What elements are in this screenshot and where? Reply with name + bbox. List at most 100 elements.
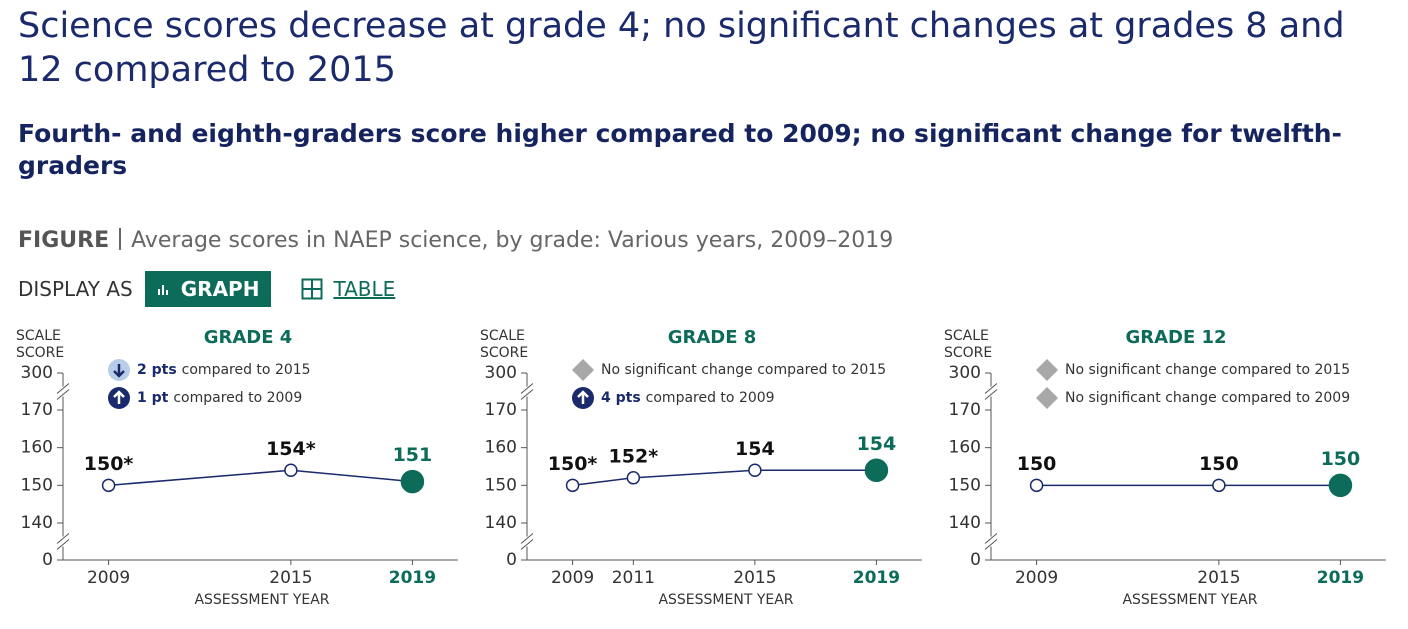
data-label: 150	[1017, 453, 1057, 475]
table-icon	[301, 278, 323, 300]
y-tick-label: 150	[949, 475, 981, 495]
data-label: 151	[393, 444, 433, 466]
display-label: DISPLAY AS	[18, 277, 133, 301]
point	[565, 478, 580, 493]
point	[626, 471, 641, 485]
score-line	[108, 469, 413, 487]
page-title: Science scores decrease at grade 4; no s…	[18, 6, 1345, 90]
y-tick-label: 160	[21, 438, 53, 458]
y-tick-label: 0	[506, 550, 517, 570]
axis-break	[984, 533, 998, 550]
note-text: No significant change compared to 2009	[1065, 390, 1350, 406]
note-emphasis: 4 pts	[601, 390, 641, 406]
arrow	[113, 364, 125, 378]
axis-break	[520, 533, 534, 550]
data-label: 150*	[84, 453, 134, 475]
chart-title: GRADE 4	[204, 327, 293, 348]
x-axis-label: ASSESSMENT YEAR	[658, 592, 793, 608]
x-tick-label: 2009	[87, 568, 130, 588]
figure-label: FIGURE	[18, 228, 110, 253]
point	[1212, 478, 1226, 493]
chart-title: GRADE 8	[668, 327, 757, 348]
y-tick-label: 140	[949, 513, 981, 533]
y-tick-label: 0	[970, 550, 981, 570]
highlight-point	[400, 469, 425, 494]
note: 2 pts compared to 2015	[137, 362, 311, 378]
graph-button[interactable]: GRAPH	[144, 271, 272, 307]
axis-break-gap	[521, 386, 533, 397]
y-axis-label: SCALE	[944, 328, 989, 344]
x-tick-label: 2019	[1317, 568, 1364, 588]
chart-title: GRADE 12	[1125, 327, 1226, 348]
note-text: compared to 2009	[646, 390, 775, 406]
point	[748, 463, 762, 478]
arrow	[577, 390, 589, 404]
figure-heading: FIGURE Average scores in NAEP science, by…	[18, 228, 893, 253]
axis-break-gap	[57, 536, 69, 547]
note: 4 pts compared to 2009	[601, 390, 775, 406]
x-axis-label: ASSESSMENT YEAR	[1122, 592, 1257, 608]
x-tick-label: 2019	[853, 568, 900, 588]
data-label: 150*	[548, 453, 598, 475]
highlight-point	[1328, 473, 1353, 498]
axis-break	[520, 383, 534, 400]
axis-break-gap	[985, 386, 997, 397]
axis-break	[56, 383, 70, 400]
note-emphasis: 1 pt	[137, 390, 169, 406]
no-change-icon	[1036, 387, 1058, 409]
highlight-point	[864, 458, 889, 483]
page-subtitle: Fourth- and eighth-graders score higher …	[18, 119, 1342, 180]
table-label: TABLE	[333, 277, 396, 301]
y-axis-label: SCALE	[16, 328, 61, 344]
note: No significant change compared to 2015	[1065, 362, 1350, 378]
no-change-icon	[572, 359, 594, 381]
graph-icon	[157, 285, 168, 295]
y-tick-label: 150	[485, 475, 517, 495]
axis-break-gap	[57, 386, 69, 397]
y-tick-label: 170	[485, 400, 517, 420]
data-label: 150	[1199, 453, 1239, 475]
data-label: 152*	[609, 445, 659, 467]
score-line	[572, 469, 877, 487]
note-text: No significant change compared to 2015	[1065, 362, 1350, 378]
x-tick-label: 2015	[1197, 568, 1240, 588]
point	[1029, 478, 1044, 493]
data-label: 154	[857, 433, 897, 455]
y-tick-label: 170	[949, 400, 981, 420]
x-tick-label: 2009	[1015, 568, 1058, 588]
y-axis-label: SCORE	[480, 345, 528, 361]
table-button[interactable]: TABLE	[301, 277, 395, 301]
note: 1 pt compared to 2009	[137, 390, 302, 406]
figure-caption: Average scores in NAEP science, by grade…	[131, 228, 894, 253]
y-tick-label: 300	[485, 363, 517, 383]
y-tick-label: 160	[949, 438, 981, 458]
note-text: compared to 2015	[182, 362, 311, 378]
axis-break-gap	[985, 536, 997, 547]
x-axis-label: ASSESSMENT YEAR	[194, 592, 329, 608]
axis-break-gap	[521, 536, 533, 547]
no-change-icon	[1036, 359, 1058, 381]
note-text: compared to 2009	[173, 390, 302, 406]
arrow	[113, 390, 125, 404]
y-tick-label: 140	[485, 513, 517, 533]
display-toggle: DISPLAY AS GRAPH TABLE	[18, 271, 395, 307]
data-label: 154*	[266, 438, 316, 460]
y-axis-label: SCORE	[16, 345, 64, 361]
y-axis-label: SCALE	[480, 328, 525, 344]
note: No significant change compared to 2009	[1065, 390, 1350, 406]
y-tick-label: 0	[42, 550, 53, 570]
y-tick-label: 300	[21, 363, 53, 383]
graph-label: GRAPH	[180, 277, 260, 301]
axis-break	[56, 533, 70, 550]
x-tick-label: 2015	[269, 568, 312, 588]
note: No significant change compared to 2015	[601, 362, 886, 378]
data-label: 150	[1321, 448, 1361, 470]
note-emphasis: 2 pts	[137, 362, 177, 378]
x-tick-label: 2011	[612, 568, 655, 588]
x-tick-label: 2009	[551, 568, 594, 588]
point	[284, 463, 298, 478]
point	[101, 478, 116, 493]
